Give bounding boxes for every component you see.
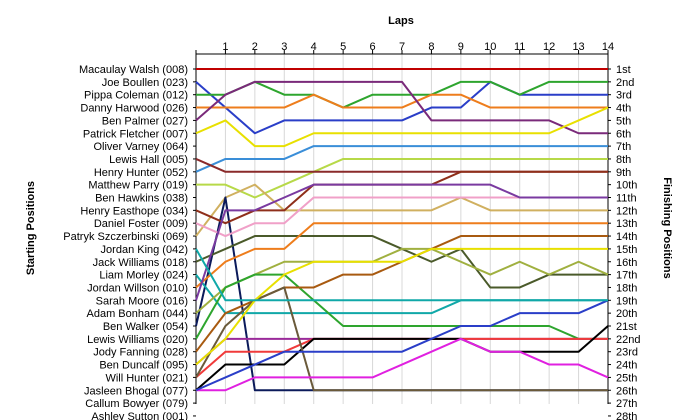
- x-tick-label: 4: [311, 41, 317, 53]
- starting-position-label: Ashley Sutton (001): [91, 411, 188, 420]
- finishing-position-label: 16th: [616, 257, 637, 269]
- series-line-27: [195, 247, 608, 366]
- series-line-2: [195, 80, 608, 135]
- finishing-position-label: 15th: [616, 244, 637, 256]
- starting-position-label: Jack Williams (018): [93, 257, 188, 269]
- starting-position-label: Matthew Parry (019): [88, 180, 188, 192]
- x-tick-label: 5: [340, 41, 346, 53]
- finishing-position-label: 26th: [616, 385, 637, 397]
- starting-position-label: Callum Bowyer (079): [85, 398, 188, 410]
- series-line-6: [195, 106, 609, 148]
- finishing-position-label: 12th: [616, 205, 637, 217]
- series-line-24: [195, 286, 608, 392]
- x-tick-label: 9: [458, 41, 464, 53]
- series-line-4: [196, 93, 608, 109]
- starting-position-label: Pippa Coleman (012): [84, 90, 188, 102]
- starting-position-label: Jordan Willson (010): [87, 282, 188, 294]
- x-tick-label: 8: [428, 41, 434, 53]
- finishing-position-labels: 1st2nd3rd4th5th6th7th8th9th10th11th12th1…: [616, 64, 640, 420]
- starting-position-label: Ben Hawkins (038): [95, 193, 188, 205]
- finishing-position-label: 4th: [616, 103, 631, 115]
- series-line-25: [196, 337, 609, 392]
- starting-position-label: Patrick Fletcher (007): [83, 128, 188, 140]
- series-line-3: [196, 80, 608, 109]
- starting-position-label: Jody Fanning (028): [93, 347, 188, 359]
- x-tick-label: 10: [484, 41, 496, 53]
- finishing-position-label: 24th: [616, 360, 637, 372]
- finishing-position-label: 3rd: [616, 90, 632, 102]
- finishing-position-label: 27th: [616, 398, 637, 410]
- finishing-position-label: 11th: [616, 193, 637, 205]
- finishing-position-label: 13th: [616, 218, 637, 230]
- finishing-position-label: 17th: [616, 270, 637, 282]
- starting-position-label: Macaulay Walsh (008): [79, 64, 188, 76]
- finishing-position-label: 28th: [616, 411, 637, 420]
- finishing-position-label: 10th: [616, 180, 637, 192]
- x-tick-label: 12: [543, 41, 555, 53]
- series-line-16: [195, 222, 608, 289]
- starting-position-label: Ben Duncalf (095): [99, 360, 188, 372]
- starting-position-label: Ben Palmer (027): [102, 115, 188, 127]
- y-axis-label-left: Starting Positions: [25, 181, 37, 275]
- starting-position-label: Henry Easthope (034): [80, 205, 188, 217]
- starting-position-label: Sarah Moore (016): [96, 295, 188, 307]
- series-line-23: [195, 325, 609, 392]
- finishing-position-label: 21st: [616, 321, 637, 333]
- series-line-18: [195, 247, 609, 314]
- starting-position-label: Oliver Varney (064): [93, 141, 188, 153]
- starting-position-label: Daniel Foster (009): [94, 218, 188, 230]
- series-line-5: [195, 80, 608, 135]
- finishing-position-label: 1st: [616, 64, 631, 76]
- finishing-position-label: 18th: [616, 282, 637, 294]
- x-tick-label: 11: [514, 41, 525, 53]
- starting-position-label: Henry Hunter (052): [94, 167, 188, 179]
- starting-position-label: Will Hunter (021): [105, 372, 188, 384]
- starting-position-label: Ben Walker (054): [103, 321, 188, 333]
- starting-position-label: Jasleen Bhogal (077): [84, 385, 188, 397]
- finishing-position-label: 22nd: [616, 334, 640, 346]
- x-tick-label: 1: [222, 41, 228, 53]
- y-axis-label-right: Finishing Positions: [661, 177, 673, 278]
- series-line-19: [195, 273, 608, 340]
- x-tick-label: 6: [370, 41, 376, 53]
- x-tick-label: 7: [399, 41, 405, 53]
- finishing-position-label: 5th: [616, 115, 631, 127]
- starting-position-label: Danny Harwood (026): [80, 103, 188, 115]
- starting-position-label: Adam Bonham (044): [87, 308, 189, 320]
- x-tick-label: 13: [572, 41, 584, 53]
- starting-position-labels: Macaulay Walsh (008)Joe Boullen (023)Pip…: [63, 64, 188, 420]
- series-line-17: [195, 183, 608, 301]
- series-line-10: [195, 183, 608, 237]
- starting-position-label: Joe Boullen (023): [102, 77, 188, 89]
- finishing-position-label: 19th: [616, 295, 637, 307]
- finishing-position-label: 14th: [616, 231, 637, 243]
- finishing-position-label: 20th: [616, 308, 637, 320]
- starting-position-label: Lewis Williams (020): [87, 334, 188, 346]
- x-tick-label: 2: [252, 41, 258, 53]
- finishing-position-label: 7th: [616, 141, 631, 153]
- series-line-26: [195, 299, 609, 392]
- x-tick-labels: 1 2 3 4 5 6 7 8 9 10 11 12 13 14: [222, 41, 614, 53]
- starting-position-label: Jordan King (042): [101, 244, 188, 256]
- axes: [193, 50, 611, 417]
- finishing-position-label: 6th: [616, 128, 631, 140]
- finishing-position-label: 25th: [616, 372, 637, 384]
- finishing-position-label: 8th: [616, 154, 631, 166]
- starting-position-label: Liam Morley (024): [99, 270, 188, 282]
- x-tick-label: 3: [281, 41, 287, 53]
- starting-position-label: Lewis Hall (005): [109, 154, 188, 166]
- series-line-7: [195, 145, 608, 173]
- finishing-position-label: 9th: [616, 167, 631, 179]
- starting-position-label: Patryk Szczerbinski (069): [63, 231, 188, 243]
- series-lines: [195, 68, 609, 392]
- series-line-28: [195, 248, 608, 302]
- finishing-position-label: 2nd: [616, 77, 634, 89]
- x-tick-label: 14: [602, 41, 614, 53]
- finishing-position-label: 23rd: [616, 347, 638, 359]
- chart-title: Laps: [388, 15, 414, 27]
